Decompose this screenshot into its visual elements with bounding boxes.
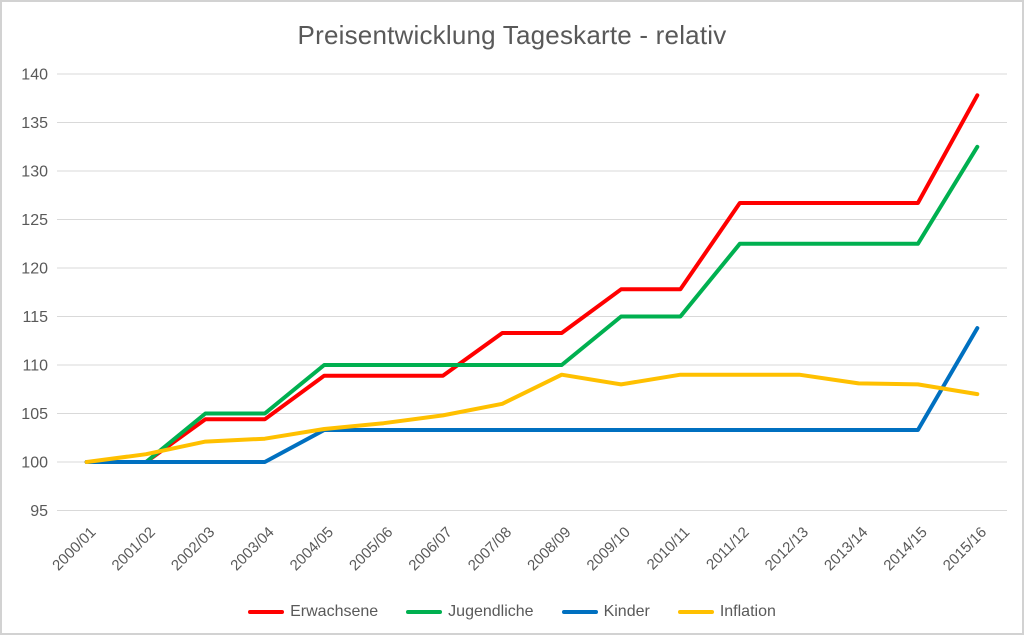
series-line-kinder (84, 326, 980, 464)
y-tick-label-130: 130 (21, 164, 48, 181)
x-tick-label-2013-14: 2013/14 (821, 524, 871, 574)
legend-item-jugendliche: Jugendliche (406, 603, 534, 621)
y-tick-label-125: 125 (21, 212, 48, 229)
y-tick-label-95: 95 (30, 503, 48, 520)
series-line-jugendliche (84, 144, 980, 464)
x-tick-label-2003-04: 2003/04 (227, 524, 277, 574)
x-tick-label-2009-10: 2009/10 (584, 524, 634, 574)
legend-line-swatch-kinder (561, 610, 598, 614)
y-tick-label-105: 105 (21, 406, 48, 423)
legend-label-inflation: Inflation (719, 603, 776, 620)
y-tick-label-115: 115 (22, 309, 48, 326)
legend-item-inflation: Inflation (677, 603, 776, 621)
legend-label-erwachsene: Erwachsene (290, 603, 379, 620)
legend-line-swatch-inflation (677, 610, 714, 614)
gridlines (57, 73, 1007, 511)
x-tick-label-2015-16: 2015/16 (940, 524, 990, 574)
legend-item-erwachsene: Erwachsene (248, 603, 378, 621)
legend-line-swatch-jugendliche (406, 610, 443, 614)
x-tick-label-2000-01: 2000/01 (49, 524, 99, 574)
y-tick-label-140: 140 (21, 67, 48, 84)
legend-label-kinder: Kinder (603, 603, 650, 620)
legend-label-jugendliche: Jugendliche (448, 603, 534, 620)
x-tick-label-2010-11: 2010/11 (644, 524, 694, 574)
x-axis-labels: 2000/01 2001/02 2002/03 2003/04 2004/05 2005/… (49, 524, 990, 574)
y-tick-label-120: 120 (21, 261, 48, 278)
legend-item-kinder: Kinder (561, 603, 650, 621)
x-tick-label-2012-13: 2012/13 (762, 524, 812, 574)
x-tick-label-2006-07: 2006/07 (405, 524, 455, 574)
chart-title: Preisentwicklung Tageskarte - relativ (297, 20, 727, 50)
x-tick-label-2002-03: 2002/03 (168, 524, 218, 574)
series-line-erwachsene (84, 93, 980, 464)
series-line-inflation (84, 372, 980, 464)
x-tick-label-2005-06: 2005/06 (346, 524, 396, 574)
x-tick-label-2008-09: 2008/09 (524, 524, 574, 574)
x-tick-label-2007-08: 2007/08 (465, 524, 515, 574)
x-tick-label-2011-12: 2011/12 (703, 524, 753, 574)
x-tick-label-2004-05: 2004/05 (287, 524, 337, 574)
y-tick-label-135: 135 (21, 115, 48, 132)
legend-line-swatch-erwachsene (248, 610, 285, 614)
y-axis-labels: 95 100 105 110 115 120 125 130 135 140 (21, 67, 48, 521)
x-tick-label-2001-02: 2001/02 (109, 524, 159, 574)
y-tick-label-100: 100 (21, 455, 48, 472)
y-tick-label-110: 110 (22, 358, 48, 375)
chart-legend: Erwachsene Jugendliche Kinder Inflation (2, 603, 1022, 621)
x-tick-label-2014-15: 2014/15 (880, 524, 930, 574)
